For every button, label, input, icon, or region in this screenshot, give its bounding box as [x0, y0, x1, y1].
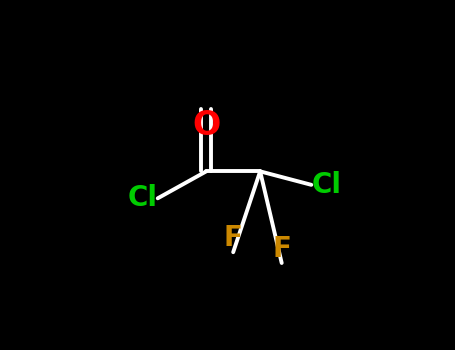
Text: F: F [272, 235, 291, 263]
Text: F: F [224, 224, 243, 252]
Text: O: O [192, 109, 220, 142]
Text: Cl: Cl [311, 171, 341, 199]
Text: Cl: Cl [128, 184, 158, 212]
